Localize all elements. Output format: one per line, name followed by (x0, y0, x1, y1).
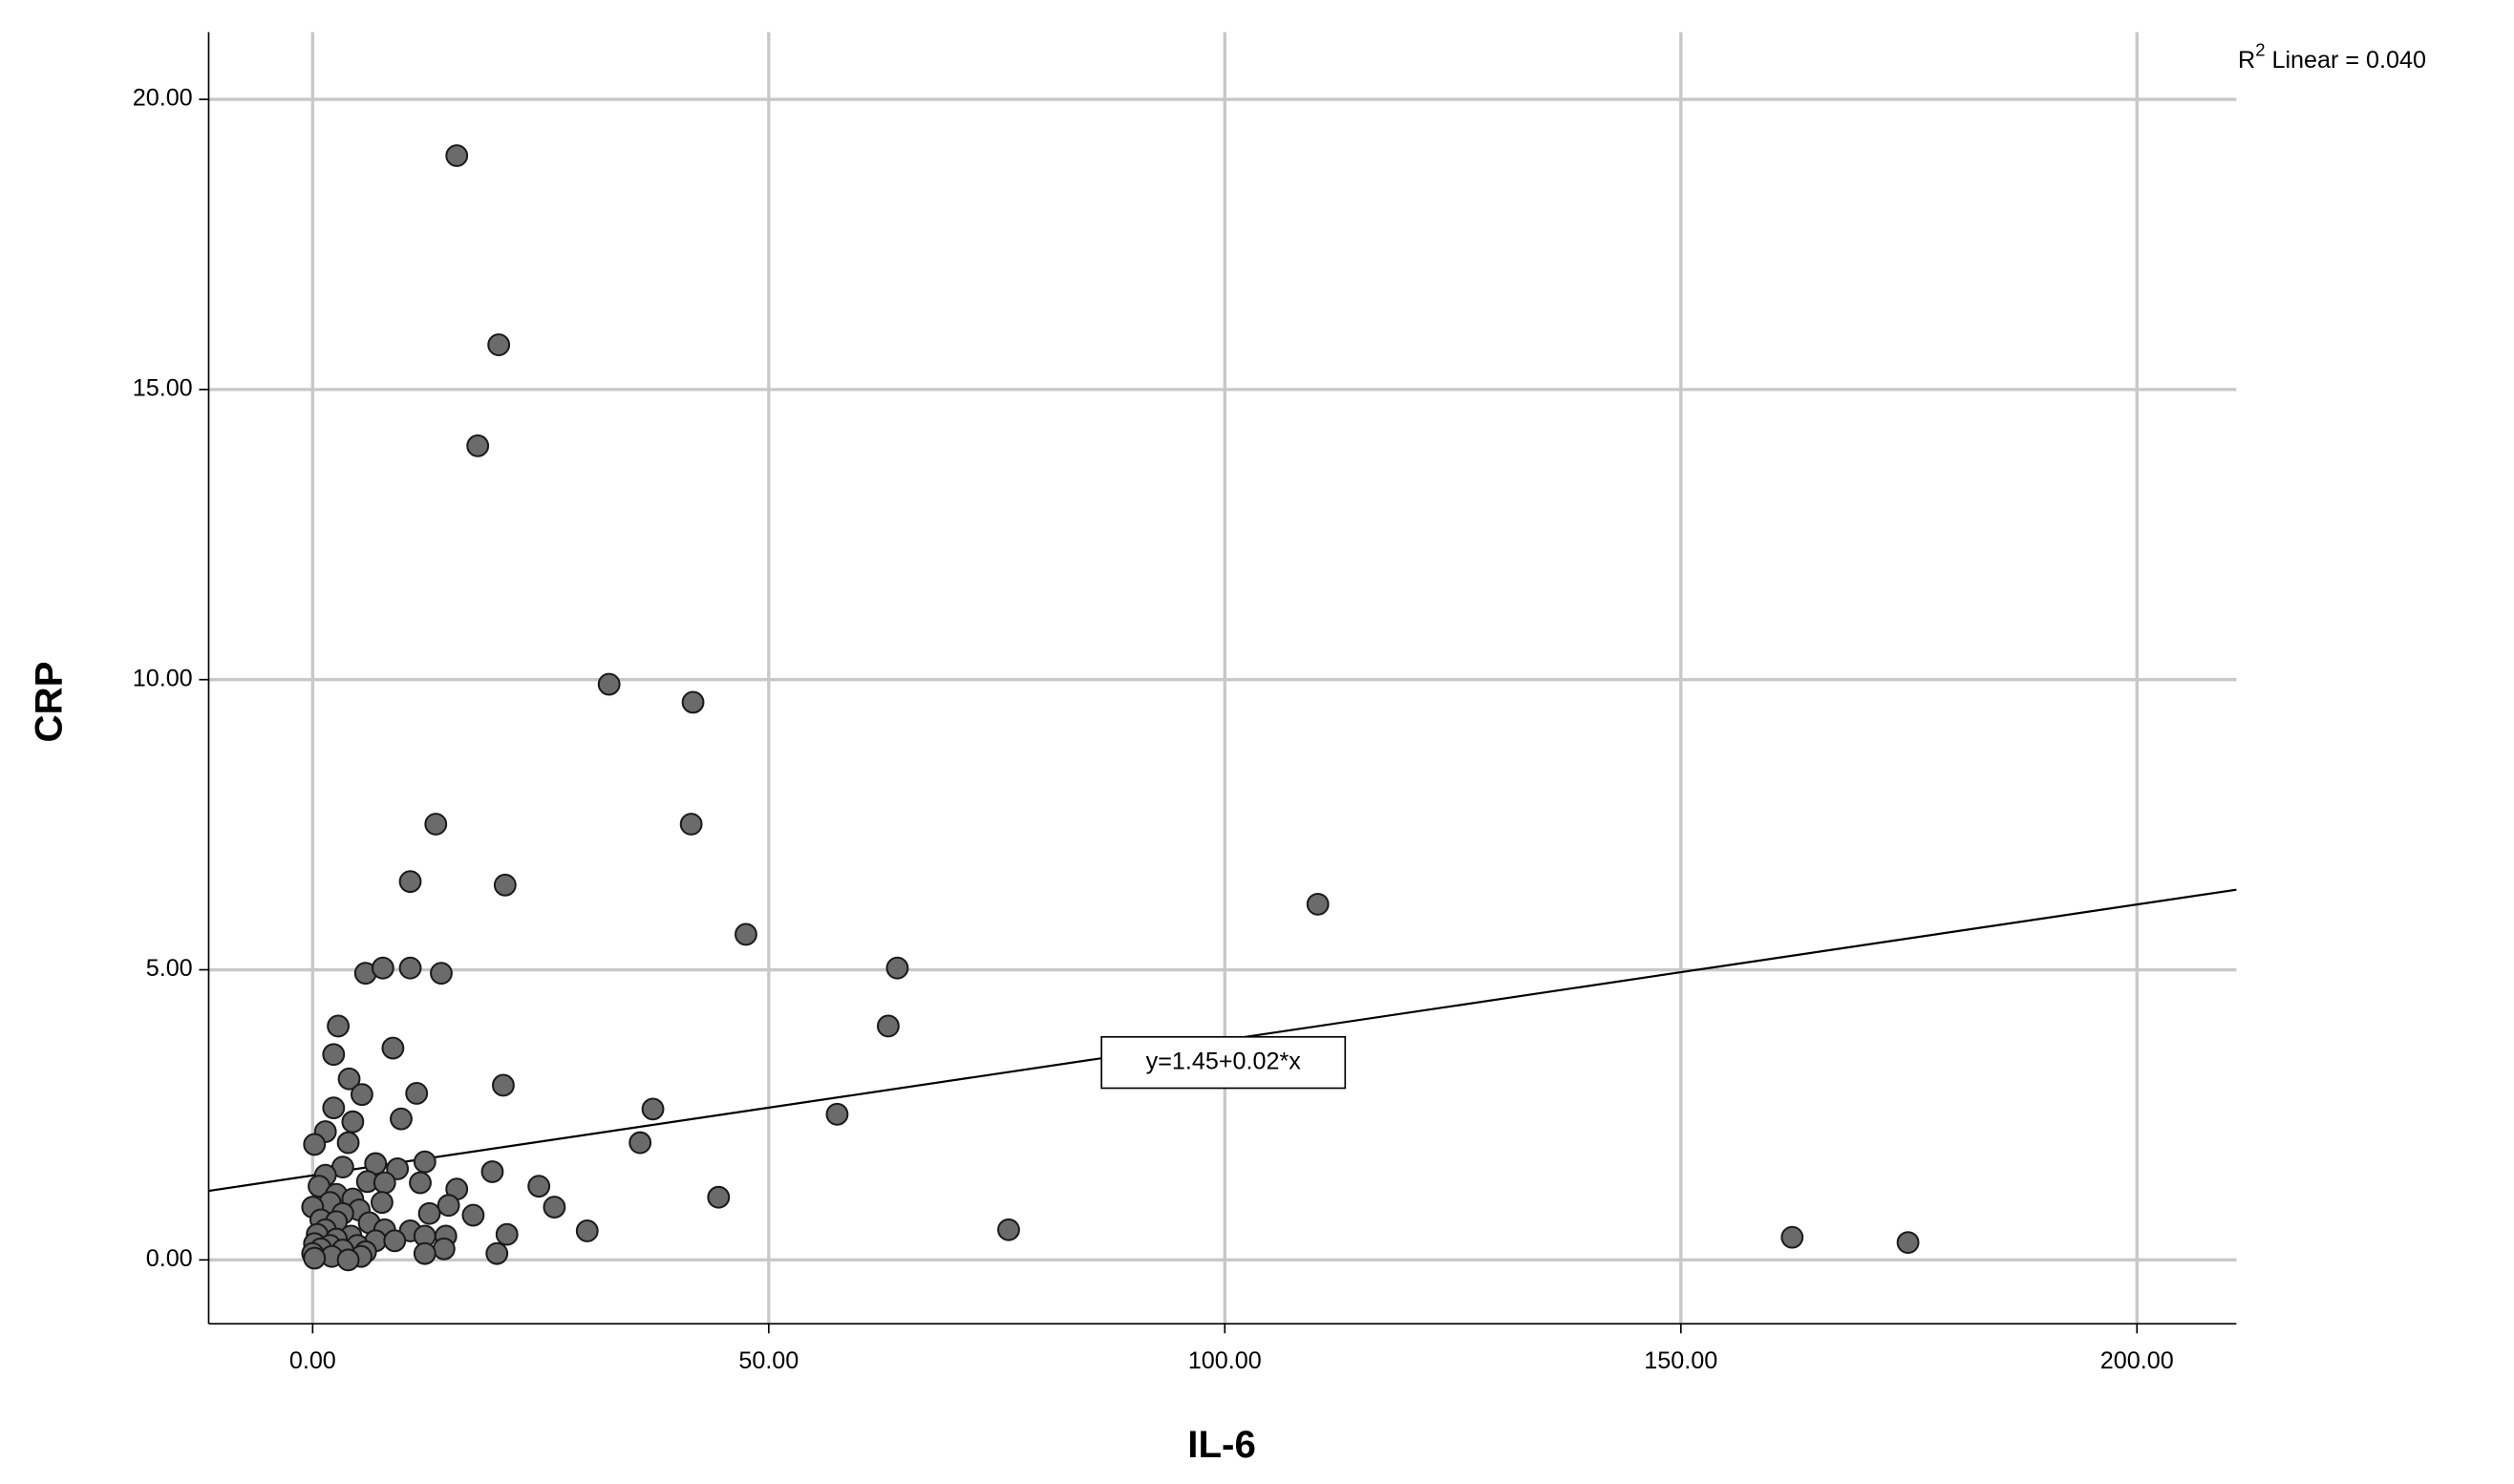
y-tick-label: 10.00 (133, 665, 193, 691)
point (398, 870, 422, 894)
point (424, 813, 448, 836)
x-tick-label: 0.00 (289, 1347, 336, 1374)
point (337, 1067, 361, 1091)
r2-text: Linear = 0.040 (2265, 46, 2426, 73)
point (303, 1133, 327, 1156)
point (597, 672, 621, 696)
point (461, 1203, 485, 1227)
point (390, 1107, 413, 1131)
point (327, 1014, 350, 1038)
point (322, 1043, 346, 1067)
point (437, 1194, 460, 1218)
point (679, 813, 703, 836)
point (432, 1237, 456, 1261)
point (417, 1201, 441, 1225)
point (466, 434, 490, 457)
point (341, 1110, 365, 1134)
point (681, 690, 705, 714)
point (405, 1082, 429, 1105)
point (1780, 1225, 1804, 1249)
point (303, 1246, 327, 1270)
point (386, 1157, 410, 1180)
r2-r: R (2238, 46, 2255, 73)
point (485, 1241, 509, 1265)
point (336, 1131, 360, 1155)
point (885, 956, 909, 980)
point (480, 1160, 504, 1183)
y-tick-label: 5.00 (146, 955, 193, 982)
point (735, 922, 757, 946)
point (350, 1083, 373, 1107)
point (707, 1185, 731, 1209)
point (641, 1097, 665, 1121)
point (336, 1248, 360, 1272)
point (543, 1196, 566, 1219)
point (371, 956, 394, 980)
point (413, 1241, 437, 1265)
y-axis-title: CRP (28, 662, 71, 743)
x-tick-label: 200.00 (2100, 1347, 2174, 1374)
point (381, 1036, 405, 1060)
point (322, 1096, 346, 1120)
point (383, 1229, 407, 1253)
point (825, 1102, 849, 1126)
y-tick-label: 20.00 (133, 85, 193, 112)
point (628, 1131, 652, 1155)
point (575, 1219, 599, 1242)
x-tick-label: 50.00 (738, 1347, 799, 1374)
x-tick-label: 150.00 (1644, 1347, 1717, 1374)
point (493, 873, 517, 897)
point (877, 1014, 900, 1038)
y-tick-label: 15.00 (133, 375, 193, 402)
point (409, 1171, 432, 1195)
point (370, 1191, 394, 1215)
y-tick-label: 0.00 (146, 1245, 193, 1272)
point (1896, 1231, 1920, 1255)
point (527, 1175, 551, 1198)
r2-sup: 2 (2255, 40, 2265, 60)
point (495, 1222, 519, 1246)
point (445, 144, 469, 167)
fit-label-box (1100, 1035, 1347, 1090)
point (413, 1150, 437, 1174)
point (487, 333, 511, 356)
point (398, 956, 422, 980)
point (430, 962, 453, 986)
point (492, 1073, 515, 1097)
point (1306, 892, 1330, 916)
r2-annotation: R2 Linear = 0.040 (2238, 40, 2426, 74)
x-tick-label: 100.00 (1188, 1347, 1262, 1374)
fit-label: y=1.45+0.02*x (1146, 1048, 1302, 1074)
x-axis-title: IL-6 (1187, 1423, 1256, 1466)
point (997, 1218, 1020, 1241)
point (373, 1171, 396, 1195)
